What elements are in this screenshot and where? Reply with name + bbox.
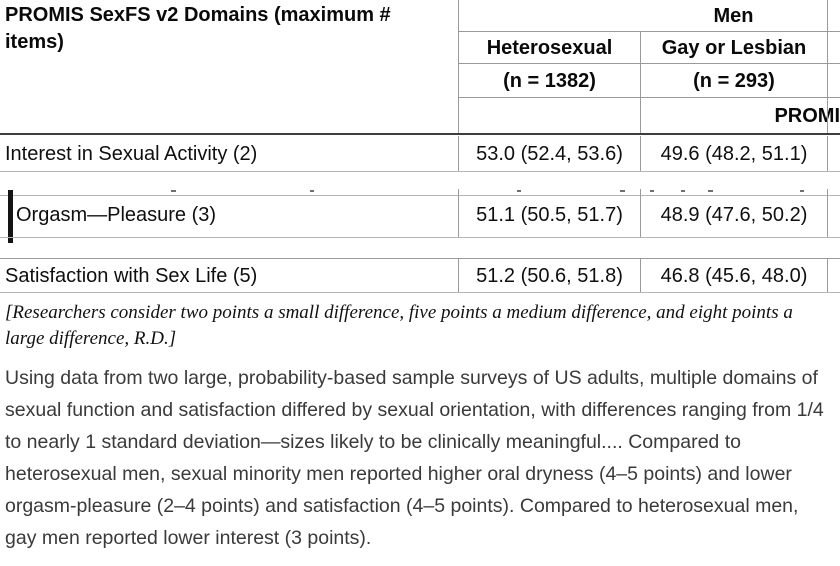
header-bottom-rule xyxy=(0,133,840,135)
table-group-header-men: Men xyxy=(713,5,754,27)
researcher-note: [Researchers consider two points a small… xyxy=(5,302,793,349)
row1-bottom-rule xyxy=(0,171,840,172)
row-label-orgasm: Orgasm—Pleasure (3) xyxy=(16,204,217,226)
row3-border-right xyxy=(827,258,828,293)
row3-border-left xyxy=(458,258,459,293)
row1-border-left xyxy=(458,136,459,172)
column-header-heterosexual: Heterosexual xyxy=(486,37,613,59)
table-title-domains-column-header: PROMIS SexFS v2 Domains (maximum # items… xyxy=(5,4,391,53)
row-value-orgasm-heterosexual: 51.1 (50.5, 51.7) xyxy=(476,204,623,226)
row-value-satisfaction-gay-or-lesbian: 46.8 (45.6, 48.0) xyxy=(660,265,808,287)
findings-paragraph: Using data from two large, probability-b… xyxy=(5,367,824,549)
clipped-text-speck xyxy=(800,190,804,192)
row-value-interest-gay-or-lesbian: 49.6 (48.2, 51.1) xyxy=(660,143,808,165)
row1-border-right xyxy=(827,136,828,172)
clipped-text-speck xyxy=(708,190,713,192)
row-label-satisfaction: Satisfaction with Sex Life (5) xyxy=(5,265,258,287)
header-vertical-border-left xyxy=(458,0,459,133)
row2-border-right xyxy=(827,189,828,237)
sample-size-heterosexual: (n = 1382) xyxy=(503,70,596,92)
sample-size-gay-or-lesbian: (n = 293) xyxy=(693,70,775,92)
row-value-satisfaction-heterosexual: 51.2 (50.6, 51.8) xyxy=(476,265,623,287)
row-value-interest-heterosexual: 53.0 (52.4, 53.6) xyxy=(476,143,623,165)
header-vertical-border-middle xyxy=(640,31,641,133)
row-label-interest: Interest in Sexual Activity (2) xyxy=(5,143,258,165)
row3-bottom-rule xyxy=(0,292,840,293)
clipped-text-speck xyxy=(650,190,654,192)
header-rule-under-n xyxy=(458,97,840,98)
clipped-text-speck xyxy=(620,190,625,192)
header-rule-under-men xyxy=(458,31,840,32)
clipped-text-speck xyxy=(310,190,314,192)
row3-top-rule xyxy=(0,258,840,259)
header-rule-under-orientation xyxy=(458,63,840,64)
row2-border-left xyxy=(458,189,459,237)
clipped-row-rule xyxy=(0,195,840,196)
clipped-text-speck xyxy=(517,190,521,192)
cursor-bar xyxy=(8,190,13,243)
row2-bottom-rule xyxy=(0,237,840,238)
clipped-text-speck xyxy=(681,190,685,192)
column-header-gay-or-lesbian: Gay or Lesbian xyxy=(661,37,807,59)
row2-border-middle xyxy=(640,189,641,237)
header-vertical-border-right xyxy=(827,0,828,133)
row1-border-middle xyxy=(640,136,641,172)
row3-border-middle xyxy=(640,258,641,293)
clipped-text-speck xyxy=(171,190,176,192)
row-value-orgasm-gay-or-lesbian: 48.9 (47.6, 50.2) xyxy=(660,204,808,226)
truncated-header-promis-label: PROMI xyxy=(774,105,840,127)
